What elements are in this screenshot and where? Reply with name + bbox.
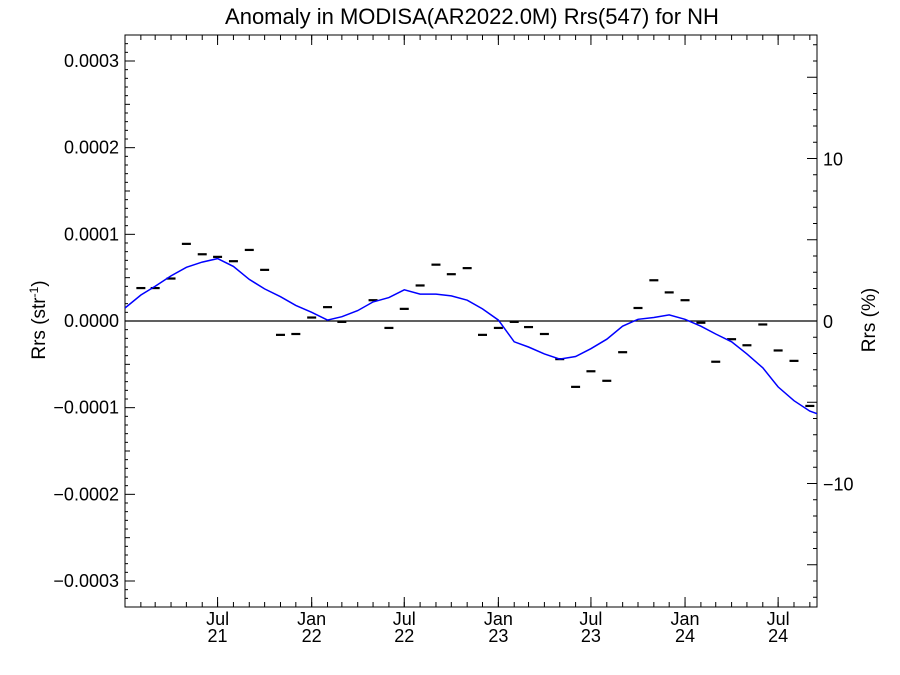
y-tick-label-right: 10 — [823, 150, 843, 170]
y-tick-label-left: 0.0002 — [64, 138, 119, 158]
x-tick-label-year: 24 — [675, 626, 695, 646]
y-axis-label-left: Rrs (str-1) — [27, 280, 50, 359]
x-tick-label-month: Jan — [297, 609, 326, 629]
x-tick-label-year: 23 — [581, 626, 601, 646]
y-tick-label-right: −10 — [823, 475, 854, 495]
x-tick-label-month: Jul — [767, 609, 790, 629]
y-axis-label-left-main: Rrs (str — [29, 297, 50, 360]
series-line — [125, 257, 817, 415]
chart-title: Anomaly in MODISA(AR2022.0M) Rrs(547) fo… — [225, 4, 719, 29]
x-tick-label-year: 23 — [488, 626, 508, 646]
x-tick-label-month: Jul — [579, 609, 602, 629]
x-tick-label-year: 24 — [768, 626, 788, 646]
x-tick-label-month: Jan — [484, 609, 513, 629]
y-tick-label-left: −0.0003 — [53, 571, 119, 591]
x-tick-label-month: Jan — [671, 609, 700, 629]
y-axis-label-right: Rrs (%) — [859, 288, 880, 352]
x-tick-label-year: 22 — [302, 626, 322, 646]
plot-area: 0.0003 0.0002 0.0001 0.0000 −0.0001 −0.0002 −0… — [53, 34, 854, 646]
y-tick-label-left: −0.0002 — [53, 484, 119, 504]
y-axis-label-left-close: ) — [29, 280, 50, 286]
x-tick-label-month: Jul — [206, 609, 229, 629]
x-tick-label-year: 21 — [208, 626, 228, 646]
x-tick-label-month: Jul — [393, 609, 416, 629]
y-axis-label-left-superscript: -1 — [27, 286, 41, 297]
y-tick-label-left: −0.0001 — [53, 398, 119, 418]
x-tick-label-year: 22 — [394, 626, 414, 646]
y-tick-label-left: 0.0000 — [64, 311, 119, 331]
y-tick-label-right: 0 — [823, 312, 833, 332]
y-tick-label-left: 0.0001 — [64, 224, 119, 244]
y-tick-label-left: 0.0003 — [64, 51, 119, 71]
